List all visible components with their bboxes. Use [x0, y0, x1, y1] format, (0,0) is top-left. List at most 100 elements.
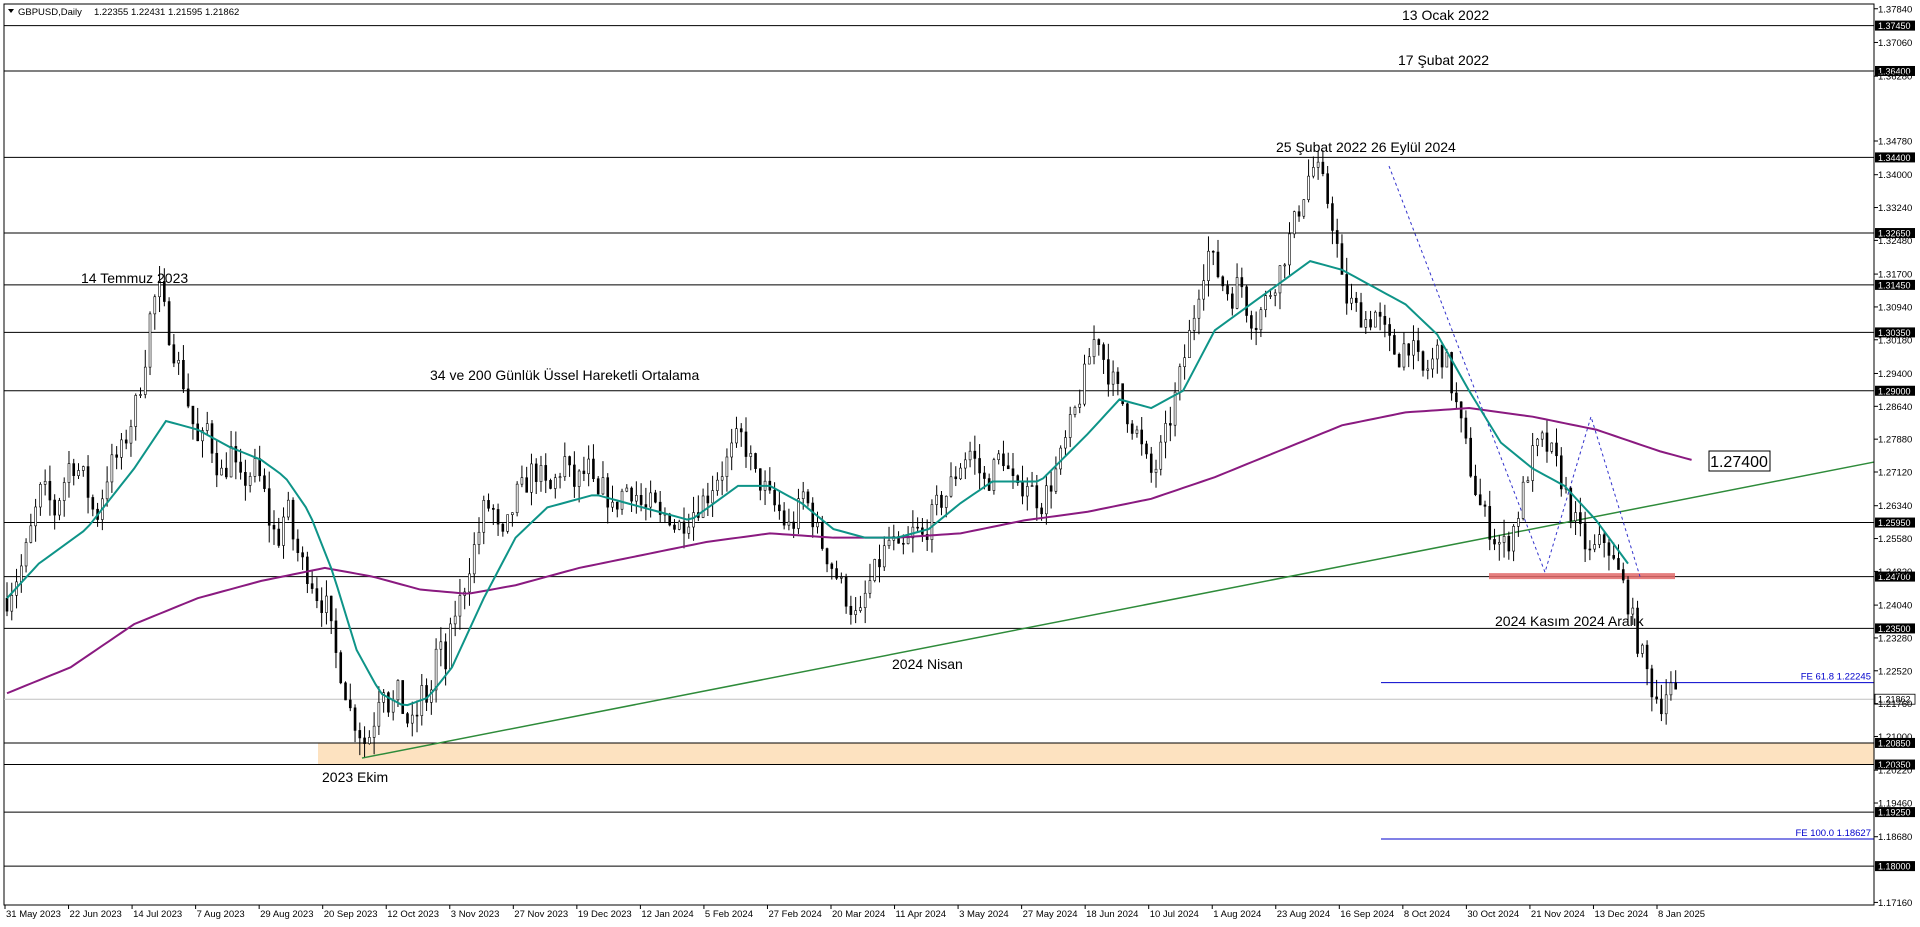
candle-body [472, 544, 476, 575]
candle-body [1297, 211, 1301, 217]
candle-body [644, 504, 648, 508]
trendline[interactable] [361, 461, 1875, 759]
y-tick-label-3: 1.34780 [1878, 136, 1912, 147]
candle-body [306, 556, 309, 584]
candle-body [1440, 344, 1444, 368]
level-tag-7 [1875, 517, 1915, 528]
candle-body [882, 545, 886, 568]
candle-body [1598, 534, 1601, 545]
candle-body [1107, 359, 1110, 385]
candle-body [143, 366, 147, 395]
time-axis[interactable]: 31 May 2023 22 Jun 2023 14 Jul 2023 7 Aug 2… [4, 905, 1705, 920]
x-tick-label-10: 12 Jan 2024 [641, 909, 693, 920]
y-tick-label-5: 1.33240 [1878, 203, 1912, 214]
dropdown-triangle-icon[interactable] [8, 9, 14, 13]
candle-body [1559, 455, 1563, 490]
candle-body [196, 423, 200, 442]
candle-body [1030, 485, 1034, 487]
candle-body [1135, 429, 1139, 434]
candle-body [1526, 480, 1530, 483]
level-tag-text-0: 1.37450 [1878, 21, 1911, 31]
candle-body [396, 680, 400, 701]
y-tick-label-21: 1.21000 [1878, 732, 1912, 743]
candle-body [863, 592, 867, 608]
ema-label: 1.27400 [1710, 454, 1768, 471]
candle-body [320, 600, 323, 613]
candle-body [635, 495, 638, 502]
candle-body [511, 512, 514, 515]
candle-body [39, 484, 42, 508]
candle-body [1593, 544, 1596, 550]
level-tag-3 [1875, 228, 1915, 239]
ohlc-readout: 1.22355 1.22431 1.21595 1.21862 [94, 7, 239, 18]
candle-body [701, 495, 705, 518]
x-tick-label-13: 20 Mar 2024 [832, 909, 885, 920]
candle-body [1140, 429, 1144, 445]
candle-body [944, 495, 948, 508]
candle-body [177, 360, 180, 364]
candle-body [658, 501, 662, 515]
ema200-line [6, 407, 1692, 695]
level-tag-text-10: 1.20850 [1878, 738, 1911, 748]
y-tick-label-22: 1.20220 [1878, 766, 1912, 777]
candle-body [1097, 339, 1101, 345]
candle-body [48, 481, 52, 501]
candle-body [1078, 403, 1082, 408]
candle-body [1102, 344, 1105, 360]
candle-body [1211, 250, 1215, 253]
candle-body [1226, 285, 1229, 295]
y-tick-label-14: 1.26340 [1878, 501, 1912, 512]
candle-body [277, 528, 281, 546]
price-axis[interactable]: 1.37840 1.37060 1.36280 1.34780 1.34000 1.332… [1873, 4, 1912, 909]
candle-body [782, 510, 786, 526]
ann-13-ocak-2022: 13 Ocak 2022 [1402, 7, 1489, 23]
candle-body [706, 495, 710, 504]
y-tick-label-24: 1.18680 [1878, 832, 1912, 843]
candle-body [1512, 526, 1515, 552]
candle-body [873, 559, 877, 581]
candle-body [58, 500, 61, 516]
candle-body [205, 423, 209, 431]
candle-body [1130, 423, 1134, 434]
ann-2024-kasim: 2024 Kasım 2024 Aralık [1495, 613, 1645, 629]
candle-body [978, 458, 981, 474]
candle-body [1145, 443, 1148, 455]
x-tick-label-15: 3 May 2024 [959, 909, 1009, 920]
candle-body [1621, 569, 1625, 581]
y-tick-label-23: 1.19460 [1878, 799, 1912, 810]
candle-body [153, 296, 157, 315]
candle-body [544, 465, 548, 481]
candle-body [1159, 441, 1163, 470]
candle-body [1307, 175, 1310, 201]
trendline-layer [361, 165, 1875, 759]
candle-body [902, 542, 905, 545]
candle-body [158, 281, 161, 298]
candle-body [339, 652, 343, 684]
candle-body [687, 526, 691, 534]
x-tick-label-18: 10 Jul 2024 [1150, 909, 1199, 920]
candle-body [239, 461, 242, 473]
y-tick-label-16: 1.24820 [1878, 567, 1912, 578]
candle-body [1331, 203, 1334, 231]
level-tag-text-12: 1.19250 [1878, 808, 1911, 818]
candle-body [301, 552, 304, 558]
candle-body [1474, 475, 1477, 496]
ann-ema-title: 34 ve 200 Günlük Üssel Hareketli Ortalam… [430, 366, 699, 383]
candle-body [973, 450, 977, 459]
candle-body [167, 301, 171, 345]
ann-2023-ekim: 2023 Ekim [322, 769, 388, 785]
candle-body [1393, 335, 1396, 355]
candle-body [1016, 475, 1020, 484]
candle-body [587, 458, 590, 475]
candle-body [1183, 357, 1186, 368]
candle-body [368, 737, 371, 744]
candle-body [444, 641, 447, 670]
y-tick-label-25: 1.17160 [1878, 898, 1912, 909]
candle-body [1121, 383, 1124, 405]
x-tick-label-12: 27 Feb 2024 [768, 909, 821, 920]
candle-body [1674, 682, 1677, 690]
y-tick-label-11: 1.28640 [1878, 402, 1912, 413]
candle-body [492, 507, 495, 510]
level-tag-text-9: 1.23500 [1878, 624, 1911, 634]
